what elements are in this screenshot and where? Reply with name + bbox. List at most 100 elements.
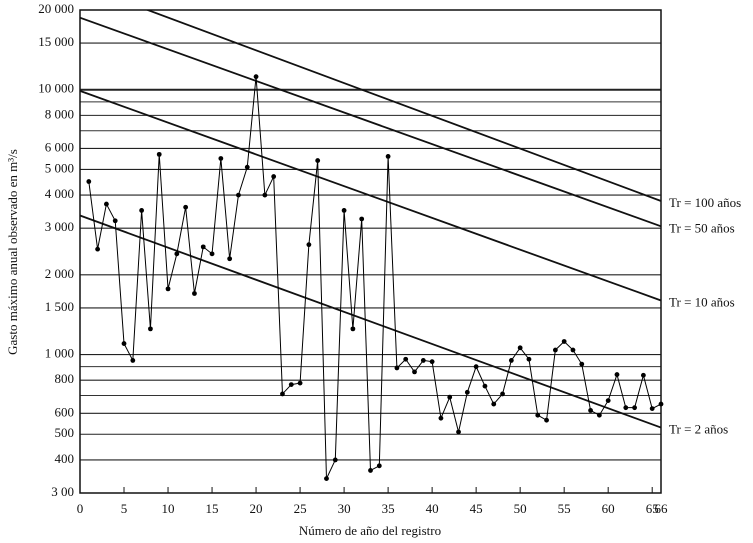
x-tick-label: 55 xyxy=(558,501,571,516)
data-point xyxy=(368,468,373,473)
y-tick-label: 500 xyxy=(55,425,75,440)
y-tick-label: 8 000 xyxy=(45,106,74,121)
data-point xyxy=(192,291,197,296)
data-point xyxy=(526,356,532,362)
data-point xyxy=(139,208,145,213)
data-point xyxy=(104,201,109,207)
data-point xyxy=(623,405,629,411)
data-point xyxy=(236,192,241,198)
trend-line xyxy=(80,90,661,302)
data-point xyxy=(156,151,162,157)
trend-line xyxy=(145,10,661,202)
trend-line-label: Tr = 50 años xyxy=(669,220,735,235)
data-point xyxy=(508,358,514,363)
x-tick-label: 65 xyxy=(646,501,659,516)
x-tick-label: 0 xyxy=(77,501,84,516)
data-point xyxy=(544,417,549,423)
x-tick-label: 15 xyxy=(206,501,219,516)
data-point xyxy=(394,365,400,371)
x-tick-label: 40 xyxy=(426,501,439,516)
y-tick-label: 3 00 xyxy=(51,484,74,499)
data-point xyxy=(640,372,646,378)
x-tick-label: 60 xyxy=(602,501,615,516)
x-axis-label: Número de año del registro xyxy=(299,523,441,538)
data-point xyxy=(473,364,479,370)
data-point xyxy=(244,164,250,170)
data-point xyxy=(95,246,101,252)
data-point xyxy=(579,361,585,367)
data-point xyxy=(570,347,576,353)
data-point xyxy=(429,359,435,365)
data-point xyxy=(614,372,620,377)
x-tick-label: 20 xyxy=(250,501,263,516)
y-axis-label: Gasto máximo anual observado en m³/s xyxy=(5,149,20,355)
data-point xyxy=(86,179,92,184)
data-point xyxy=(535,412,541,418)
trend-line-label: Tr = 2 años xyxy=(669,422,728,437)
y-tick-label: 5 000 xyxy=(45,160,74,175)
data-point xyxy=(174,251,180,257)
data-point xyxy=(420,358,426,363)
x-tick-label: 10 xyxy=(162,501,175,516)
y-tick-label: 10 000 xyxy=(38,81,74,96)
data-point xyxy=(632,405,637,411)
data-point xyxy=(112,218,118,224)
data-point xyxy=(306,242,312,248)
data-point xyxy=(605,398,611,403)
data-point xyxy=(552,347,558,353)
x-tick-label: 25 xyxy=(294,501,307,516)
trend-line xyxy=(80,214,661,429)
x-tick-label: 45 xyxy=(470,501,483,516)
y-tick-label: 4 000 xyxy=(45,186,74,201)
y-tick-label: 800 xyxy=(55,371,75,386)
data-point xyxy=(649,406,655,411)
y-tick-label: 15 000 xyxy=(38,34,74,49)
data-line xyxy=(88,76,662,479)
data-point xyxy=(297,380,303,386)
data-point xyxy=(350,326,356,332)
plot-frame xyxy=(79,9,662,494)
data-point xyxy=(658,401,664,407)
y-tick-label: 3 000 xyxy=(45,219,74,234)
data-point xyxy=(148,326,153,332)
data-point xyxy=(271,174,277,179)
data-point xyxy=(438,415,444,421)
data-point xyxy=(482,383,488,389)
y-tick-label: 1 000 xyxy=(45,346,74,361)
trend-line-label: Tr = 100 años xyxy=(669,195,741,210)
y-tick-label: 2 000 xyxy=(45,266,74,281)
data-point xyxy=(227,256,233,262)
data-point xyxy=(517,345,523,351)
data-point xyxy=(262,192,268,198)
data-point xyxy=(218,156,224,161)
data-point xyxy=(253,74,259,80)
data-point xyxy=(456,429,461,435)
data-point xyxy=(130,358,136,363)
data-point xyxy=(447,394,453,400)
trend-line-label: Tr = 10 años xyxy=(669,294,735,309)
data-point xyxy=(315,158,321,163)
data-point xyxy=(376,463,382,469)
x-tick-label: 35 xyxy=(382,501,395,516)
data-point xyxy=(280,391,285,397)
data-point xyxy=(596,412,602,418)
data-point xyxy=(288,382,294,387)
data-point xyxy=(332,457,338,463)
data-point xyxy=(385,154,391,159)
y-tick-label: 20 000 xyxy=(38,1,74,16)
data-point xyxy=(561,339,567,344)
data-point xyxy=(200,244,206,250)
y-tick-label: 6 000 xyxy=(45,139,74,154)
y-tick-label: 400 xyxy=(55,451,75,466)
data-point xyxy=(183,204,189,210)
y-tick-label: 600 xyxy=(55,404,75,419)
trend-line xyxy=(80,16,661,228)
trend-lines xyxy=(80,10,661,429)
x-tick-label: 66 xyxy=(655,501,669,516)
data-point xyxy=(491,401,497,407)
data-point xyxy=(403,356,409,362)
data-point xyxy=(341,208,347,213)
data-point xyxy=(209,251,215,257)
